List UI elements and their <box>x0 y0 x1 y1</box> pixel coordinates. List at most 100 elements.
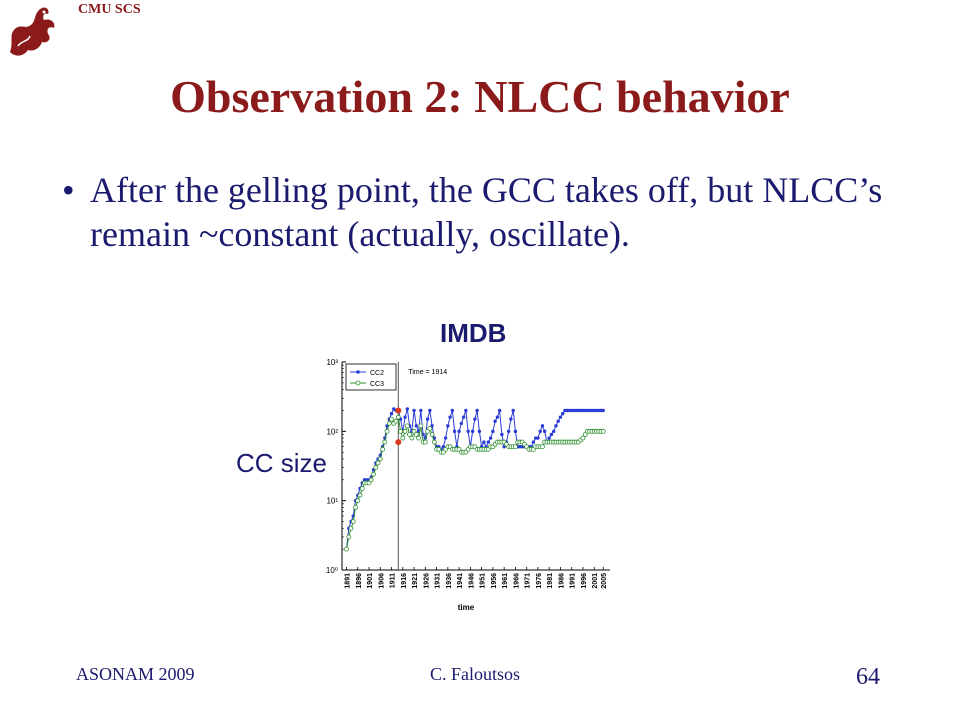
x-tick-label: 1996 <box>581 573 588 589</box>
point-cc2 <box>493 419 497 423</box>
bullet-text: After the gelling point, the GCC takes o… <box>90 170 883 254</box>
point-cc2 <box>558 415 563 419</box>
point-cc2 <box>448 415 452 419</box>
point-cc2 <box>414 424 419 428</box>
point-cc2 <box>470 429 475 434</box>
point-cc3 <box>404 423 410 429</box>
x-tick-label: 1981 <box>547 573 554 589</box>
legend-marker-cc2 <box>356 370 360 374</box>
point-cc3 <box>393 418 399 424</box>
point-cc2 <box>466 429 470 434</box>
point-cc3 <box>373 465 379 470</box>
point-cc2 <box>425 417 430 421</box>
point-cc3 <box>431 439 437 445</box>
point-cc3 <box>427 426 433 431</box>
series-line-cc2 <box>346 408 604 550</box>
x-tick-label: 1971 <box>525 573 532 589</box>
y-tick-label: 10² <box>326 427 338 436</box>
point-cc3 <box>346 534 352 540</box>
y-tick-label: 10¹ <box>326 497 338 506</box>
figure-title: IMDB <box>440 318 507 348</box>
point-cc3 <box>366 480 372 486</box>
point-cc2 <box>446 424 450 428</box>
highlight-point-cc2 <box>395 407 402 414</box>
slide-title: Observation 2: NLCC behavior <box>170 71 790 122</box>
y-tick-label: 10³ <box>326 358 338 367</box>
point-cc2 <box>403 415 407 419</box>
point-cc2 <box>554 424 558 428</box>
point-cc2 <box>428 408 432 413</box>
point-cc2 <box>491 429 495 434</box>
x-tick-label: 1951 <box>480 573 487 589</box>
x-tick-label: 1916 <box>401 573 408 589</box>
point-cc2 <box>551 429 556 434</box>
point-cc3 <box>382 439 388 445</box>
point-cc2 <box>542 429 547 434</box>
point-cc2 <box>547 436 551 440</box>
point-cc2 <box>513 429 518 434</box>
x-tick-label: 1946 <box>468 573 475 589</box>
x-tick-label: 2005 <box>601 573 608 589</box>
point-cc2 <box>561 411 565 416</box>
point-cc3 <box>386 421 392 426</box>
point-cc3 <box>580 435 586 441</box>
x-tick-label: 1896 <box>356 573 363 589</box>
point-cc2 <box>506 429 511 434</box>
x-axis-label: time <box>458 603 475 612</box>
point-cc3 <box>380 446 385 452</box>
point-cc3 <box>407 432 412 437</box>
point-cc2 <box>477 429 482 434</box>
point-cc2 <box>556 419 560 423</box>
point-cc2 <box>459 421 464 426</box>
x-tick-label: 1941 <box>457 573 464 589</box>
point-cc2 <box>531 440 536 444</box>
point-cc3 <box>389 416 394 422</box>
point-cc3 <box>348 525 354 531</box>
point-cc2 <box>536 436 540 440</box>
cc-size-chart: 10⁰ 10¹ 10² 10³ 1891 1896 1901 1906 1911 1916 1921… <box>326 358 610 612</box>
point-cc3 <box>344 546 349 552</box>
highlight-point-cc3 <box>395 439 402 446</box>
point-cc2 <box>495 415 500 419</box>
footer-author: C. Faloutsos <box>430 664 521 684</box>
point-cc2 <box>482 440 486 444</box>
point-cc2 <box>464 408 468 413</box>
x-tick-label: 1956 <box>491 573 498 589</box>
x-tick-label: 1911 <box>390 573 397 588</box>
point-cc2 <box>475 408 479 413</box>
point-cc3 <box>402 428 408 434</box>
x-tick-label: 1901 <box>367 573 374 589</box>
legend-marker-cc3 <box>355 380 361 386</box>
point-cc3 <box>409 435 415 441</box>
point-cc3 <box>422 439 428 445</box>
point-cc2 <box>389 411 394 416</box>
point-cc3 <box>400 435 406 441</box>
point-cc3 <box>375 460 381 466</box>
point-cc2 <box>497 408 502 413</box>
point-cc2 <box>461 415 466 419</box>
point-cc3 <box>600 428 606 434</box>
legend-label-cc2: CC2 <box>370 370 384 377</box>
x-tick-label: 1921 <box>412 573 419 589</box>
point-cc2 <box>457 429 461 434</box>
figure-y-label: CC size <box>236 448 328 478</box>
y-tick-label: 10⁰ <box>326 566 338 575</box>
point-cc3 <box>540 444 545 450</box>
point-cc3 <box>411 428 417 434</box>
x-tick-label: 1986 <box>558 573 565 589</box>
point-cc3 <box>513 444 518 450</box>
point-cc3 <box>350 519 356 524</box>
point-cc2 <box>488 436 493 440</box>
time-annotation: Time = 1914 <box>408 369 447 376</box>
point-cc2 <box>509 417 513 421</box>
point-cc3 <box>398 428 403 434</box>
x-tick-label: 1931 <box>435 573 442 589</box>
point-cc2 <box>452 429 457 434</box>
point-cc2 <box>486 440 491 444</box>
dragon-icon <box>10 7 55 56</box>
point-cc2 <box>538 429 542 434</box>
point-cc2 <box>419 408 423 413</box>
point-cc3 <box>582 432 588 437</box>
point-cc2 <box>540 424 545 428</box>
point-cc3 <box>413 432 419 437</box>
